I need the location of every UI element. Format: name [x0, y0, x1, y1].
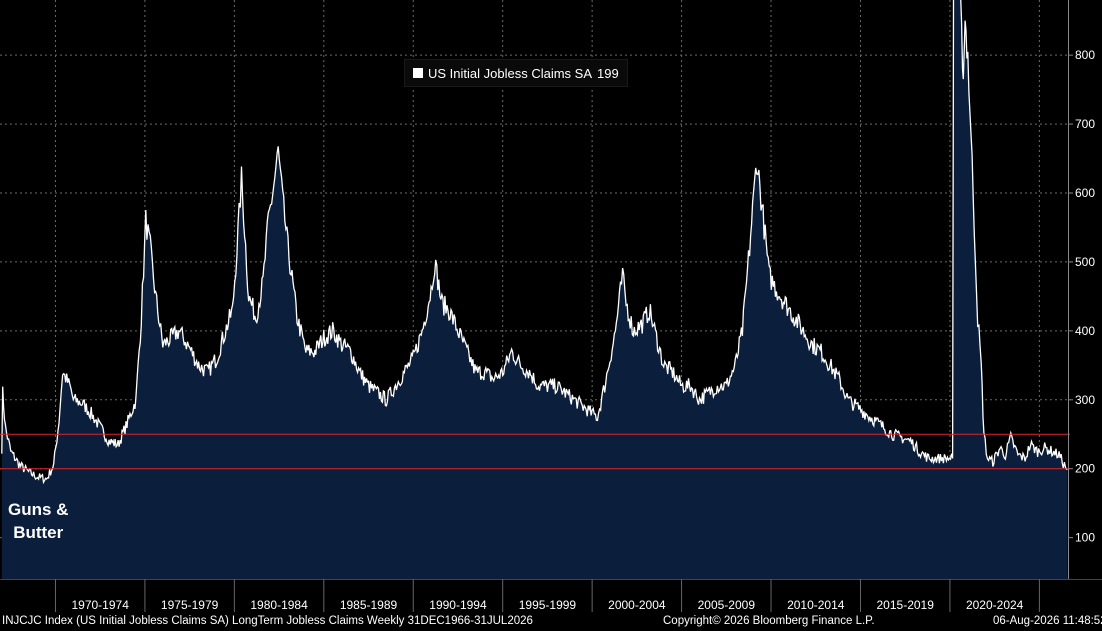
x-tick-label: 2005-2009	[698, 598, 756, 612]
x-tick-label: 1970-1974	[71, 598, 129, 612]
footer: INJCJC Index (US Initial Jobless Claims …	[0, 614, 1102, 631]
y-tick-label: 400	[1075, 324, 1095, 338]
x-tick-label: 1990-1994	[429, 598, 487, 612]
y-tick-label: 800	[1075, 48, 1095, 62]
y-tick-label: 700	[1075, 117, 1095, 131]
legend-last-value: 199	[597, 65, 619, 81]
legend-label: US Initial Jobless Claims SA	[428, 65, 592, 81]
x-tick-label: 1995-1999	[519, 598, 577, 612]
watermark-line-1: Guns &	[8, 500, 69, 519]
x-tick-label: 2015-2019	[877, 598, 935, 612]
y-tick-label: 100	[1075, 531, 1095, 545]
x-tick-label: 2020-2024	[966, 598, 1024, 612]
y-tick-label: 300	[1075, 393, 1095, 407]
x-tick-label: 2000-2004	[608, 598, 666, 612]
footer-copyright: Copyright© 2026 Bloomberg Finance L.P.	[663, 615, 875, 627]
legend: US Initial Jobless Claims SA 199	[404, 59, 628, 87]
y-tick-label: 500	[1075, 255, 1095, 269]
legend-swatch	[413, 68, 423, 78]
claims-line	[1, 0, 1068, 485]
y-axis: 100 200 300 400 500 600 700 800	[1068, 0, 1095, 579]
y-tick-label: 600	[1075, 186, 1095, 200]
x-tick-label: 1980-1984	[250, 598, 308, 612]
footer-description: INJCJC Index (US Initial Jobless Claims …	[2, 615, 533, 627]
x-axis: 1970-1974 1975-1979 1980-1984 1985-1989 1990…	[0, 579, 1102, 612]
x-tick-label: 1985-1989	[340, 598, 398, 612]
watermark: Guns & Butter	[8, 498, 68, 544]
y-tick-label: 200	[1075, 462, 1095, 476]
footer-timestamp: 06-Aug-2026 11:48:52	[993, 615, 1102, 627]
x-tick-label: 1975-1979	[161, 598, 219, 612]
grid-lines	[0, 0, 1068, 579]
x-tick-label: 2010-2014	[787, 598, 845, 612]
watermark-line-2: Butter	[13, 523, 64, 542]
reference-lines	[0, 433, 1070, 470]
